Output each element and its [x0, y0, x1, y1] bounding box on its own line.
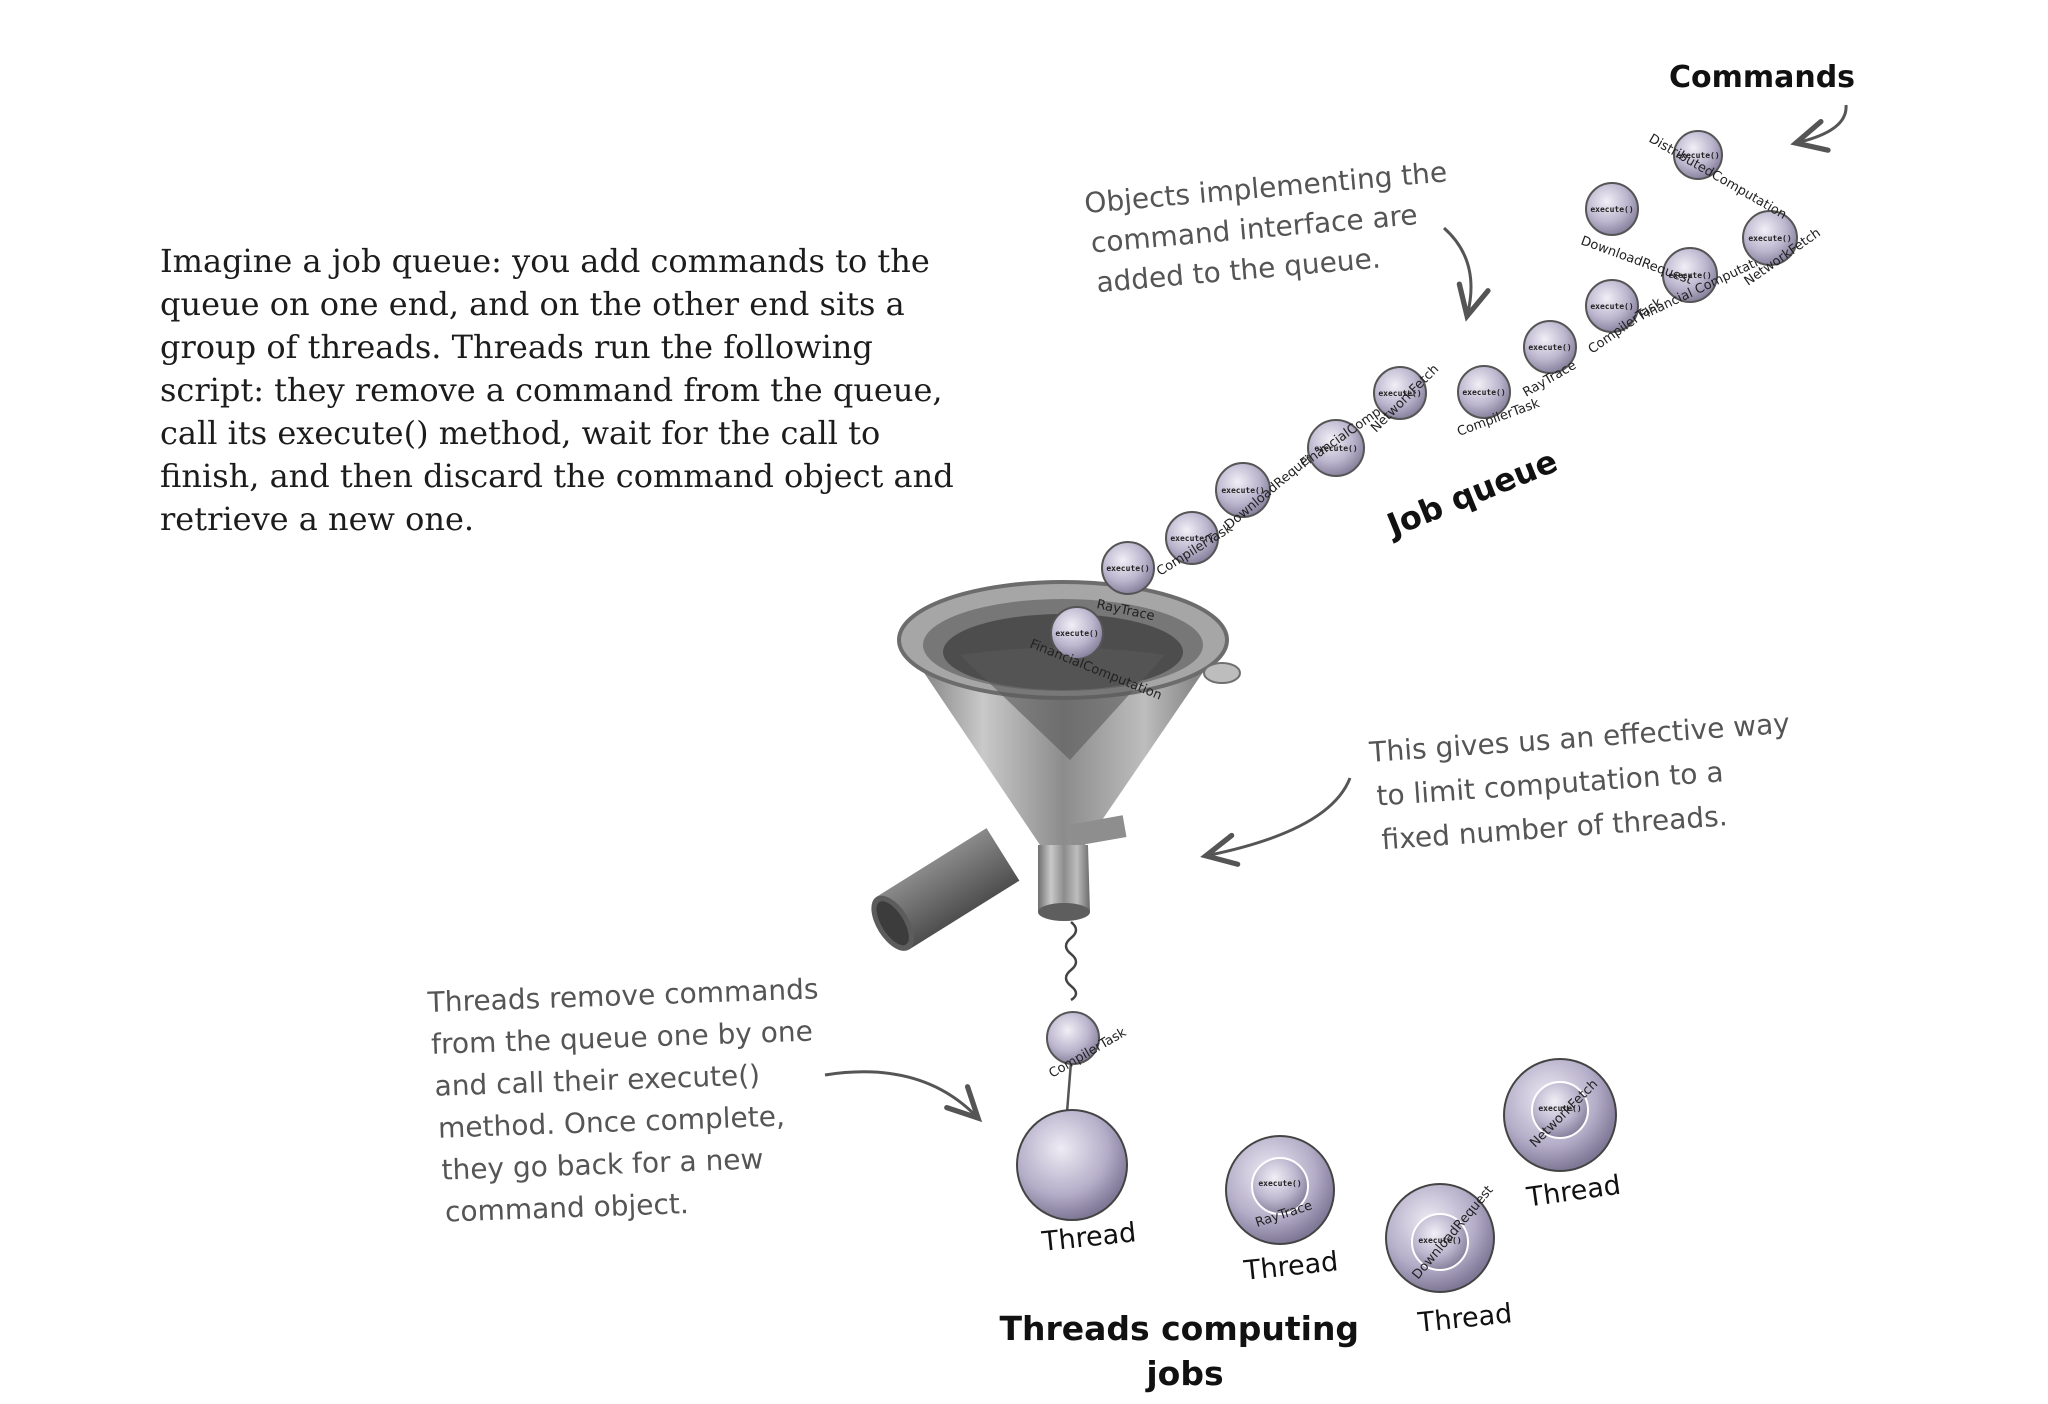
- queue-command-sphere: [1457, 365, 1511, 419]
- thread-4-method: execute(): [1538, 1104, 1581, 1113]
- threads-computing-line1: Threads computing: [999, 1309, 1359, 1348]
- falling-command: CompilerTask: [1046, 1011, 1129, 1081]
- thread-4: execute() NetworkFetch Thread: [1503, 1058, 1623, 1214]
- note-threads-remove-line1: Threads remove commands: [426, 972, 819, 1019]
- thread-2: execute() RayTrace Thread: [1225, 1135, 1340, 1287]
- note-threads-remove-line2: from the queue one by one: [431, 1015, 814, 1061]
- queue-command-sphere: [1662, 247, 1718, 303]
- note-objects: Objects implementing the command interfa…: [1083, 155, 1464, 300]
- queue-command-12: execute()DistributedComputation: [1646, 130, 1789, 223]
- effective-arrow: [1200, 777, 1352, 867]
- queue-command-method: execute(): [1528, 343, 1571, 352]
- queue-command-method: execute(): [1170, 534, 1213, 543]
- note-threads-remove-line6: command object.: [444, 1187, 689, 1228]
- svg-text:This gives us an effective way: This gives us an effective way to limit …: [1367, 706, 1806, 857]
- queue-command-sphere: [1050, 606, 1104, 660]
- threads-remove-arrow: [824, 1070, 983, 1123]
- intro-paragraph: Imagine a job queue: you add commands to…: [160, 242, 954, 538]
- queue-command-method: execute(): [1676, 151, 1719, 160]
- queue-command-sphere: [1585, 279, 1639, 333]
- queue-command-sphere: [1523, 320, 1577, 374]
- queue-command-sphere: [1165, 511, 1219, 565]
- queue-command-sphere: [1215, 462, 1271, 518]
- queue-command-method: execute(): [1221, 486, 1264, 495]
- thread-4-label: Thread: [1524, 1170, 1623, 1214]
- funnel-icon: [871, 580, 1241, 951]
- queue-command-sphere: [1673, 130, 1723, 180]
- note-threads-remove: Threads remove commands from the queue o…: [426, 972, 835, 1229]
- thread-2-label: Thread: [1242, 1246, 1340, 1287]
- queue-command-method: execute(): [1748, 234, 1791, 243]
- queue-command-5: execute()NetworkFetch: [1368, 362, 1442, 436]
- queue-command-method: execute(): [1314, 444, 1357, 453]
- threads-computing-label: Threads computing jobs: [999, 1309, 1370, 1393]
- commands-label: Commands: [1669, 60, 1855, 95]
- objects-arrow: [1443, 226, 1491, 322]
- queue-command-sphere: [1101, 541, 1155, 595]
- queue-command-sphere: [1307, 419, 1365, 477]
- threads-computing-line2: jobs: [1144, 1354, 1223, 1393]
- queue-command-11: execute()DownloadRequest: [1579, 182, 1694, 288]
- note-threads-remove-line3: and call their execute(): [434, 1058, 761, 1102]
- thread-1-label: Thread: [1040, 1217, 1138, 1258]
- queue-command-sphere: [1585, 182, 1639, 236]
- note-effective-line1: This gives us an effective way: [1367, 707, 1790, 769]
- thread-1: Thread: [1016, 1109, 1138, 1258]
- queue-command-6: execute()CompilerTask: [1455, 365, 1542, 440]
- note-threads-remove-line4: method. Once complete,: [437, 1100, 785, 1145]
- queue-command-10: execute()NetworkFetch: [1742, 210, 1824, 289]
- svg-text:Objects implementing the: Objects implementing the command interfa…: [1083, 155, 1464, 300]
- thread-3-label: Thread: [1416, 1298, 1514, 1339]
- commands-arrow: [1790, 104, 1848, 153]
- note-threads-remove-line5: they go back for a new: [441, 1142, 764, 1186]
- queue-command-sphere: [1373, 366, 1427, 420]
- queue-command-sphere: [1742, 210, 1798, 266]
- job-queue-label: Job queue: [1380, 442, 1563, 545]
- queue-command-method: execute(): [1378, 389, 1421, 398]
- note-effective: This gives us an effective way to limit …: [1367, 706, 1806, 857]
- queue-command-method: execute(): [1590, 302, 1633, 311]
- svg-text:Threads remove commands: Threads remove commands from the queue o…: [426, 972, 835, 1229]
- queue-command-method: execute(): [1590, 205, 1633, 214]
- queue-command-method: execute(): [1668, 271, 1711, 280]
- queue-command-method: execute(): [1055, 629, 1098, 638]
- queue-command-method: execute(): [1106, 564, 1149, 573]
- queue-command-method: execute(): [1462, 388, 1505, 397]
- thread-3-method: execute(): [1418, 1236, 1461, 1245]
- drip-squiggle: [1064, 921, 1078, 1002]
- thread-3: execute() DownloadRequest Thread: [1385, 1183, 1514, 1339]
- thread-2-method: execute(): [1258, 1179, 1301, 1188]
- queue-command-7: execute()RayTrace: [1521, 320, 1579, 400]
